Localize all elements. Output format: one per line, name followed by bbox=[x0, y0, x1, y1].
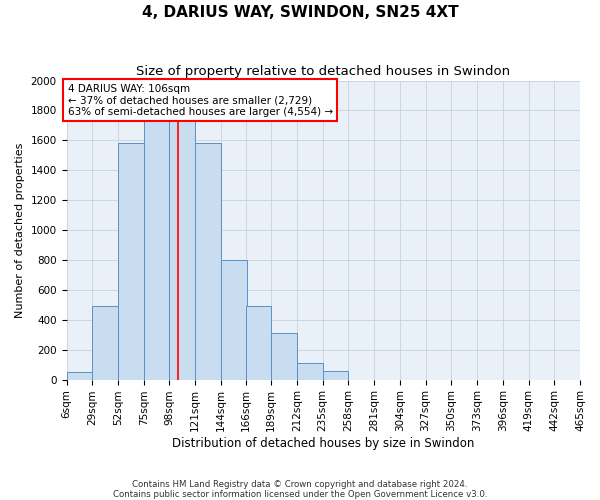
Text: 4 DARIUS WAY: 106sqm
← 37% of detached houses are smaller (2,729)
63% of semi-de: 4 DARIUS WAY: 106sqm ← 37% of detached h… bbox=[68, 84, 333, 116]
Bar bbox=[271, 333, 297, 380]
Bar bbox=[118, 144, 144, 380]
Bar bbox=[92, 306, 118, 380]
Bar bbox=[169, 88, 195, 380]
Text: 4, DARIUS WAY, SWINDON, SN25 4XT: 4, DARIUS WAY, SWINDON, SN25 4XT bbox=[142, 5, 458, 20]
Bar bbox=[144, 91, 169, 380]
Y-axis label: Number of detached properties: Number of detached properties bbox=[15, 142, 25, 318]
Bar bbox=[67, 372, 92, 380]
Bar bbox=[221, 260, 247, 380]
Bar bbox=[323, 372, 349, 380]
X-axis label: Distribution of detached houses by size in Swindon: Distribution of detached houses by size … bbox=[172, 437, 475, 450]
Bar bbox=[195, 144, 221, 380]
Title: Size of property relative to detached houses in Swindon: Size of property relative to detached ho… bbox=[136, 65, 511, 78]
Bar bbox=[245, 306, 271, 380]
Bar bbox=[297, 363, 323, 380]
Text: Contains HM Land Registry data © Crown copyright and database right 2024.
Contai: Contains HM Land Registry data © Crown c… bbox=[113, 480, 487, 499]
